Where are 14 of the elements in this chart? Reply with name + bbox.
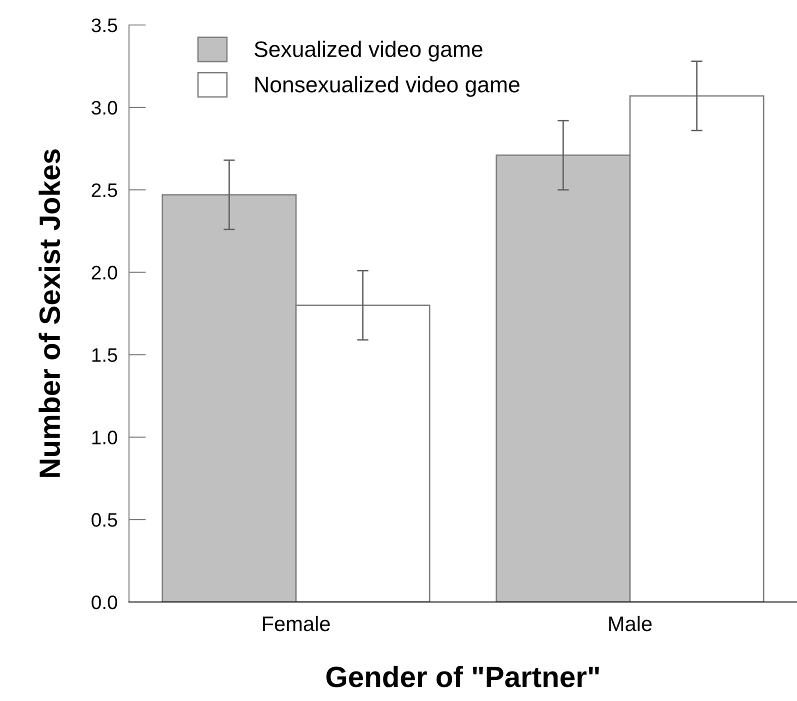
legend-label: Nonsexualized video game [255,76,520,97]
legend-label: Sexualized video game [254,40,482,62]
x-tick-label: Male [609,616,652,632]
y-axis-title: Number of Sexist Jokes [38,149,60,477]
y-tick-label: 2.5 [92,183,118,198]
y-tick-label: 1.5 [92,348,118,362]
y-tick-label: 3.5 [92,18,118,32]
y-tick-label: 1.0 [92,430,118,444]
x-tick-label: Female [262,616,330,632]
y-tick-label: 3.0 [92,100,118,115]
y-tick-label: 0.0 [92,595,118,610]
y-tick-label: 0.5 [92,513,118,527]
y-tick-label: 2.0 [92,266,118,280]
x-axis-title: Gender of "Partner" [326,666,599,688]
